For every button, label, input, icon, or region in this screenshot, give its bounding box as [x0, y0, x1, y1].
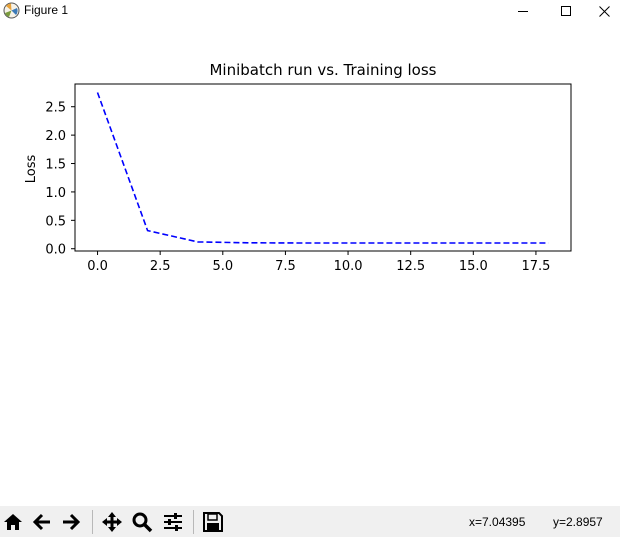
window-title: Figure 1 — [24, 3, 69, 17]
x-tick-label: 10.0 — [334, 259, 363, 274]
home-button[interactable] — [0, 509, 26, 535]
axes-frame — [74, 83, 572, 252]
back-button[interactable] — [29, 509, 55, 535]
y-axis-label: Loss — [24, 155, 39, 184]
maximize-button[interactable] — [543, 0, 589, 22]
close-icon — [599, 5, 610, 17]
minimize-button[interactable] — [500, 0, 546, 22]
title-bar: Figure 1 — [0, 0, 620, 22]
x-tick-label: 7.5 — [275, 259, 296, 274]
y-tick-label: 0.5 — [45, 214, 66, 229]
cursor-x-readout: x=7.04395 — [469, 515, 526, 529]
pan-icon — [102, 512, 122, 532]
y-tick-label: 1.5 — [45, 158, 66, 173]
x-tick-label: 17.5 — [521, 259, 550, 274]
navigation-toolbar: x=7.04395 y=2.8957 — [0, 506, 620, 537]
x-tick-label: 5.0 — [212, 259, 233, 274]
save-icon — [203, 512, 223, 532]
x-tick-label: 15.0 — [459, 259, 488, 274]
x-tick-label: 0.0 — [87, 259, 108, 274]
forward-button[interactable] — [58, 509, 84, 535]
configure-subplots-icon — [164, 513, 182, 531]
forward-arrow-icon — [63, 513, 81, 531]
configure-subplots-button[interactable] — [160, 509, 186, 535]
toolbar-separator — [193, 510, 194, 534]
save-button[interactable] — [200, 509, 226, 535]
chart: Minibatch run vs. Training loss Loss 0.0… — [24, 61, 572, 274]
y-tick-label: 2.0 — [45, 129, 66, 144]
y-tick-label: 2.5 — [45, 101, 66, 116]
x-tick-label: 12.5 — [396, 259, 425, 274]
y-tick-label: 0.0 — [45, 243, 66, 258]
toolbar-separator — [92, 510, 93, 534]
minimize-icon — [518, 11, 528, 12]
matplotlib-icon — [3, 2, 20, 19]
maximize-icon — [561, 6, 571, 16]
x-tick-label: 2.5 — [150, 259, 171, 274]
zoom-button[interactable] — [129, 509, 155, 535]
zoom-icon — [132, 512, 153, 533]
close-button[interactable] — [589, 0, 620, 22]
pan-button[interactable] — [99, 509, 125, 535]
cursor-y-readout: y=2.8957 — [553, 515, 603, 529]
figure-canvas[interactable]: Minibatch run vs. Training loss Loss 0.0… — [0, 22, 620, 506]
chart-title: Minibatch run vs. Training loss — [209, 61, 436, 79]
y-tick-label: 1.0 — [45, 186, 66, 201]
back-arrow-icon — [32, 513, 50, 531]
series-line — [96, 92, 549, 244]
home-icon — [4, 514, 22, 530]
